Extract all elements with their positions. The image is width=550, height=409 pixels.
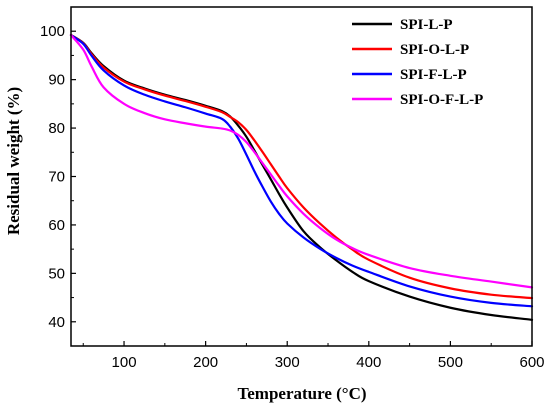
series-line-2	[69, 33, 534, 300]
plot-frame	[70, 6, 533, 347]
y-tick-label: 70	[48, 169, 65, 186]
legend-label-3: SPI-F-L-P	[400, 67, 467, 83]
y-tick-label: 80	[48, 120, 65, 137]
y-tick-label: 40	[48, 314, 65, 331]
series-line-3	[69, 33, 534, 308]
x-tick-label: 600	[519, 354, 544, 371]
y-tick-label: 50	[48, 265, 65, 282]
x-tick-label: 400	[356, 354, 381, 371]
y-tick-label: 60	[48, 217, 65, 234]
y-tick-label: 90	[48, 72, 65, 89]
x-tick-label: 200	[193, 354, 218, 371]
y-axis-title: Residual weight (%)	[4, 87, 23, 235]
x-axis-title: Temperature (°C)	[237, 384, 366, 403]
plot-area	[69, 33, 534, 321]
legend-label-2: SPI-O-L-P	[400, 42, 469, 58]
y-tick-label: 100	[40, 23, 65, 40]
series-line-4	[69, 33, 534, 289]
legend-label-1: SPI-L-P	[400, 17, 453, 33]
legend: SPI-L-P SPI-O-L-P SPI-F-L-P SPI-O-F-L-P	[352, 17, 483, 108]
x-tick-label: 500	[438, 354, 463, 371]
x-axis: 100 200 300 400 500 600	[82, 341, 545, 371]
x-tick-label: 300	[275, 354, 300, 371]
legend-label-4: SPI-O-F-L-P	[400, 92, 483, 108]
x-tick-label: 100	[112, 354, 137, 371]
